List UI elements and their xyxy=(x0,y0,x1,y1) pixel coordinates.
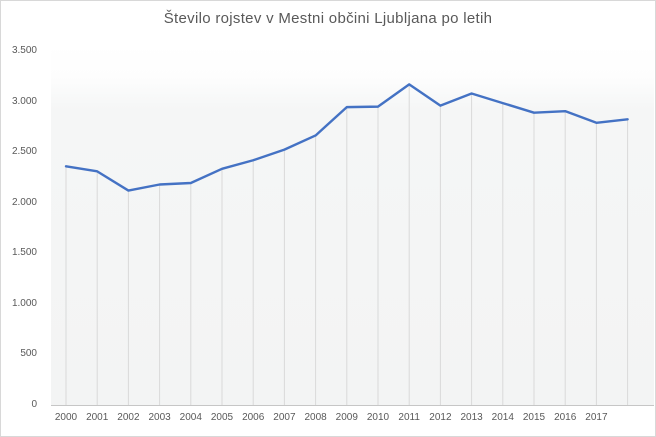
y-tick-label: 1.000 xyxy=(11,297,37,309)
x-tick-label: 2001 xyxy=(86,412,109,423)
x-tick-label: 2015 xyxy=(522,412,546,423)
chart-title: Število rojstev v Mestni občini Ljubljan… xyxy=(163,10,493,27)
x-tick-label: 2014 xyxy=(491,412,514,423)
y-tick-label: 0 xyxy=(31,399,37,410)
x-tick-label: 2003 xyxy=(148,412,171,423)
y-tick-label: 500 xyxy=(20,348,37,360)
x-tick-label: 2004 xyxy=(179,412,202,423)
x-tick-label: 2007 xyxy=(273,412,296,423)
birth-trend-polyline xyxy=(64,83,629,192)
y-tick-label: 3.500 xyxy=(11,45,37,56)
plot-background-rect xyxy=(51,45,654,405)
y-tick-label: 2.000 xyxy=(11,196,37,208)
x-tick-label: 2009 xyxy=(335,412,358,423)
y-tick-label: 3.000 xyxy=(11,95,37,107)
x-tick-label: 2013 xyxy=(460,412,483,423)
x-tick-label: 2000 xyxy=(54,412,78,423)
y-tick-label: 1.500 xyxy=(11,247,37,259)
x-tick-label: 2016 xyxy=(554,412,577,423)
plot-background xyxy=(51,45,654,405)
x-tick-label: 2017 xyxy=(585,412,608,423)
x-tick-label: 2006 xyxy=(242,412,265,423)
x-tick-label: 2008 xyxy=(304,412,327,423)
birth-trend-line xyxy=(64,83,629,192)
x-tick-label: 2012 xyxy=(429,412,452,423)
x-tick-label: 2010 xyxy=(366,412,390,423)
x-tick-label: 2011 xyxy=(398,412,420,423)
x-tick-label: 2005 xyxy=(210,412,234,423)
drop-lines xyxy=(65,84,629,405)
y-tick-label: 2.500 xyxy=(11,146,37,158)
x-tick-label: 2002 xyxy=(117,412,140,423)
